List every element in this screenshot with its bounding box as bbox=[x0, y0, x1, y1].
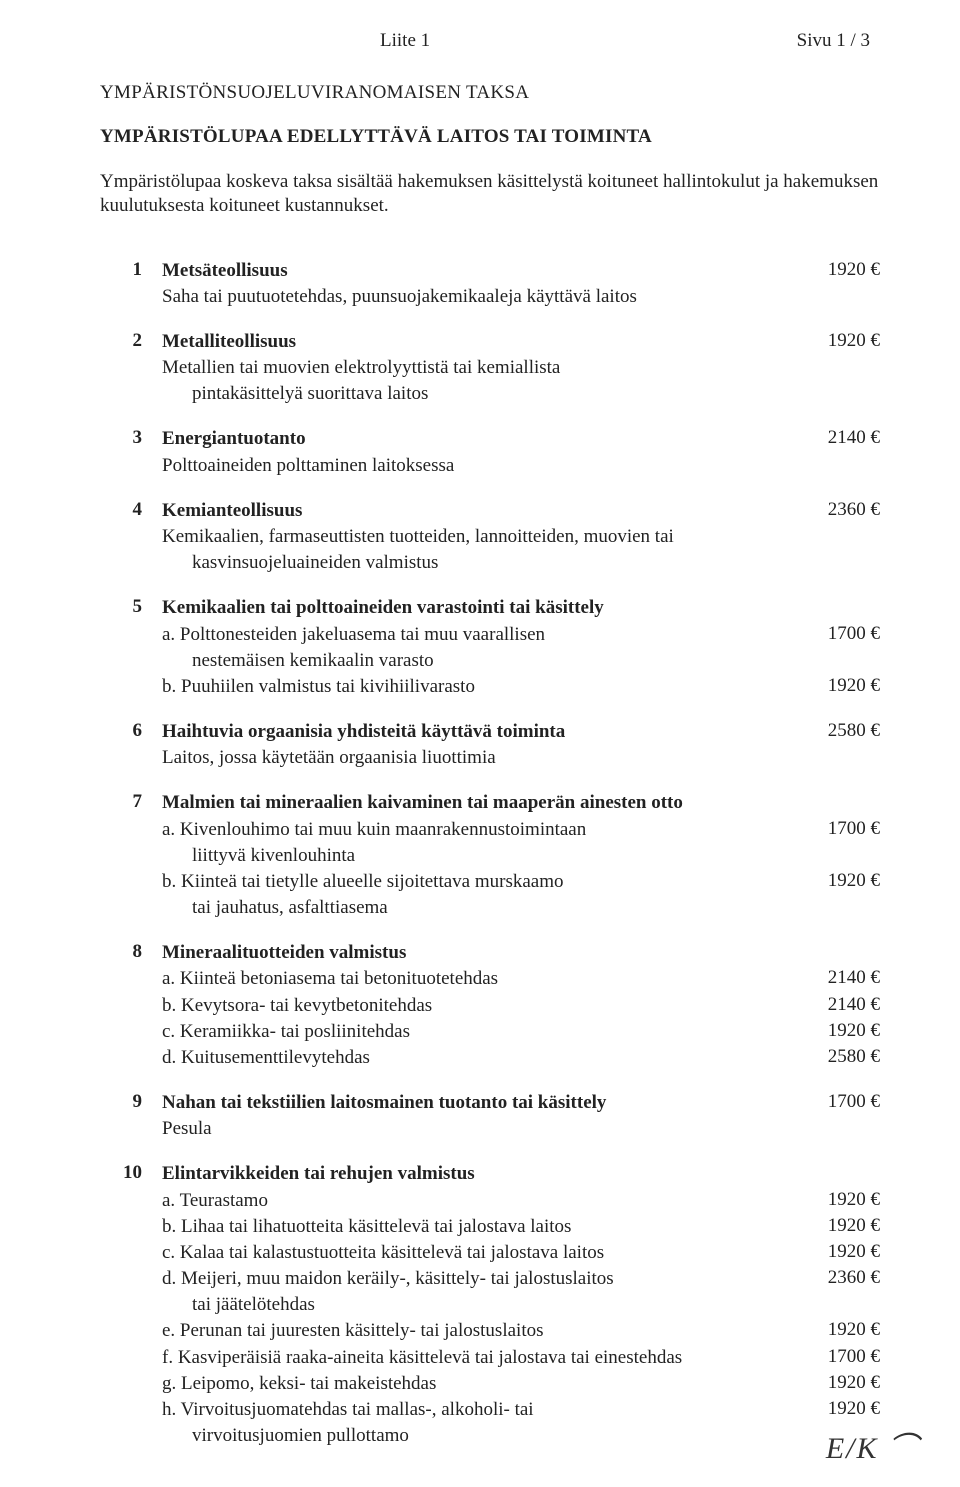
item-desc: Kemikaalien, farmaseuttisten tuotteiden,… bbox=[162, 525, 790, 548]
item-heading: Energiantuotanto bbox=[162, 427, 790, 450]
attachment-label: Liite 1 bbox=[380, 30, 430, 52]
item-desc: Pesula bbox=[162, 1117, 790, 1140]
sub-item: c. Keramiikka- tai posliinitehdas bbox=[162, 1020, 790, 1043]
item-price: 2360 € bbox=[790, 1267, 880, 1289]
item-desc: Metallien tai muovien elektrolyyttistä t… bbox=[162, 356, 790, 379]
item-price: 1920 € bbox=[790, 1398, 880, 1420]
sub-item: h. Virvoitusjuomatehdas tai mallas-, alk… bbox=[162, 1398, 790, 1421]
item-number: 5 bbox=[100, 596, 162, 618]
sub-item: b. Kiinteä tai tietylle alueelle sijoite… bbox=[162, 870, 790, 893]
sub-item: a. Polttonesteiden jakeluasema tai muu v… bbox=[162, 623, 790, 646]
item-price: 2140 € bbox=[790, 994, 880, 1016]
item-price: 1920 € bbox=[790, 1189, 880, 1211]
item-heading: Nahan tai tekstiilien laitosmainen tuota… bbox=[162, 1091, 790, 1114]
sub-item: f. Kasviperäisiä raaka-aineita käsittele… bbox=[162, 1346, 790, 1369]
page-header: Liite 1 Sivu 1 / 3 bbox=[100, 30, 880, 52]
item-price: 1920 € bbox=[790, 1215, 880, 1237]
item-price: 1700 € bbox=[790, 1091, 880, 1113]
item-price: 1920 € bbox=[790, 1020, 880, 1042]
document-subtitle: YMPÄRISTÖLUPAA EDELLYTTÄVÄ LAITOS TAI TO… bbox=[100, 126, 880, 148]
item-price: 1700 € bbox=[790, 623, 880, 645]
sub-item: liittyvä kivenlouhinta bbox=[162, 844, 790, 867]
item-number: 10 bbox=[100, 1162, 162, 1184]
sub-item: e. Perunan tai juuresten käsittely- tai … bbox=[162, 1319, 790, 1342]
sub-item: b. Lihaa tai lihatuotteita käsittelevä t… bbox=[162, 1215, 790, 1238]
item-price: 2140 € bbox=[790, 427, 880, 449]
item-number: 8 bbox=[100, 941, 162, 963]
item-price: 2360 € bbox=[790, 499, 880, 521]
sub-item: tai jäätelötehdas bbox=[162, 1293, 790, 1316]
item-number: 1 bbox=[100, 259, 162, 281]
handwritten-mark: E/K ⌒ bbox=[826, 1423, 920, 1467]
item-number: 6 bbox=[100, 720, 162, 742]
item-desc: kasvinsuojeluaineiden valmistus bbox=[162, 551, 790, 574]
item-price: 1920 € bbox=[790, 330, 880, 352]
document-title: YMPÄRISTÖNSUOJELUVIRANOMAISEN TAKSA bbox=[100, 82, 880, 104]
item-heading: Metsäteollisuus bbox=[162, 259, 790, 282]
item-price: 1700 € bbox=[790, 818, 880, 840]
sub-item: a. Kivenlouhimo tai muu kuin maanrakennu… bbox=[162, 818, 790, 841]
item-desc: Laitos, jossa käytetään orgaanisia liuot… bbox=[162, 746, 790, 769]
item-heading: Elintarvikkeiden tai rehujen valmistus bbox=[162, 1162, 790, 1185]
sub-item: d. Kuitusementtilevytehdas bbox=[162, 1046, 790, 1069]
item-number: 7 bbox=[100, 791, 162, 813]
intro-paragraph: Ympäristölupaa koskeva taksa sisältää ha… bbox=[100, 170, 880, 219]
item-price: 1920 € bbox=[790, 259, 880, 281]
item-price: 1700 € bbox=[790, 1346, 880, 1368]
page-number: Sivu 1 / 3 bbox=[797, 30, 870, 52]
sub-item: virvoitusjuomien pullottamo bbox=[162, 1424, 790, 1447]
item-heading: Kemianteollisuus bbox=[162, 499, 790, 522]
sub-item: tai jauhatus, asfalttiasema bbox=[162, 896, 790, 919]
document-page: Liite 1 Sivu 1 / 3 YMPÄRISTÖNSUOJELUVIRA… bbox=[0, 0, 960, 1487]
item-number: 4 bbox=[100, 499, 162, 521]
sub-item: d. Meijeri, muu maidon keräily-, käsitte… bbox=[162, 1267, 790, 1290]
item-price: 2580 € bbox=[790, 720, 880, 742]
fee-list: 1 Metsäteollisuus 1920 € Saha tai puutuo… bbox=[100, 259, 880, 1448]
item-heading: Malmien tai mineraalien kaivaminen tai m… bbox=[162, 791, 790, 814]
item-desc: Saha tai puutuotetehdas, puunsuojakemika… bbox=[162, 285, 790, 308]
item-price: 2580 € bbox=[790, 1046, 880, 1068]
item-number: 3 bbox=[100, 427, 162, 449]
item-price: 1920 € bbox=[790, 675, 880, 697]
item-heading: Mineraalituotteiden valmistus bbox=[162, 941, 790, 964]
item-desc: pintakäsittelyä suorittava laitos bbox=[162, 382, 790, 405]
item-price: 1920 € bbox=[790, 1241, 880, 1263]
item-desc: Polttoaineiden polttaminen laitoksessa bbox=[162, 454, 790, 477]
item-price: 1920 € bbox=[790, 1372, 880, 1394]
item-heading: Haihtuvia orgaanisia yhdisteitä käyttävä… bbox=[162, 720, 790, 743]
sub-item: g. Leipomo, keksi- tai makeistehdas bbox=[162, 1372, 790, 1395]
sub-item: nestemäisen kemikaalin varasto bbox=[162, 649, 790, 672]
item-heading: Kemikaalien tai polttoaineiden varastoin… bbox=[162, 596, 790, 619]
sub-item: b. Puuhiilen valmistus tai kivihiilivara… bbox=[162, 675, 790, 698]
item-number: 2 bbox=[100, 330, 162, 352]
sub-item: c. Kalaa tai kalastustuotteita käsittele… bbox=[162, 1241, 790, 1264]
item-number: 9 bbox=[100, 1091, 162, 1113]
sub-item: a. Teurastamo bbox=[162, 1189, 790, 1212]
item-heading: Metalliteollisuus bbox=[162, 330, 790, 353]
item-price: 1920 € bbox=[790, 870, 880, 892]
item-price: 2140 € bbox=[790, 967, 880, 989]
item-price: 1920 € bbox=[790, 1319, 880, 1341]
sub-item: a. Kiinteä betoniasema tai betonituotete… bbox=[162, 967, 790, 990]
sub-item: b. Kevytsora- tai kevytbetonitehdas bbox=[162, 994, 790, 1017]
